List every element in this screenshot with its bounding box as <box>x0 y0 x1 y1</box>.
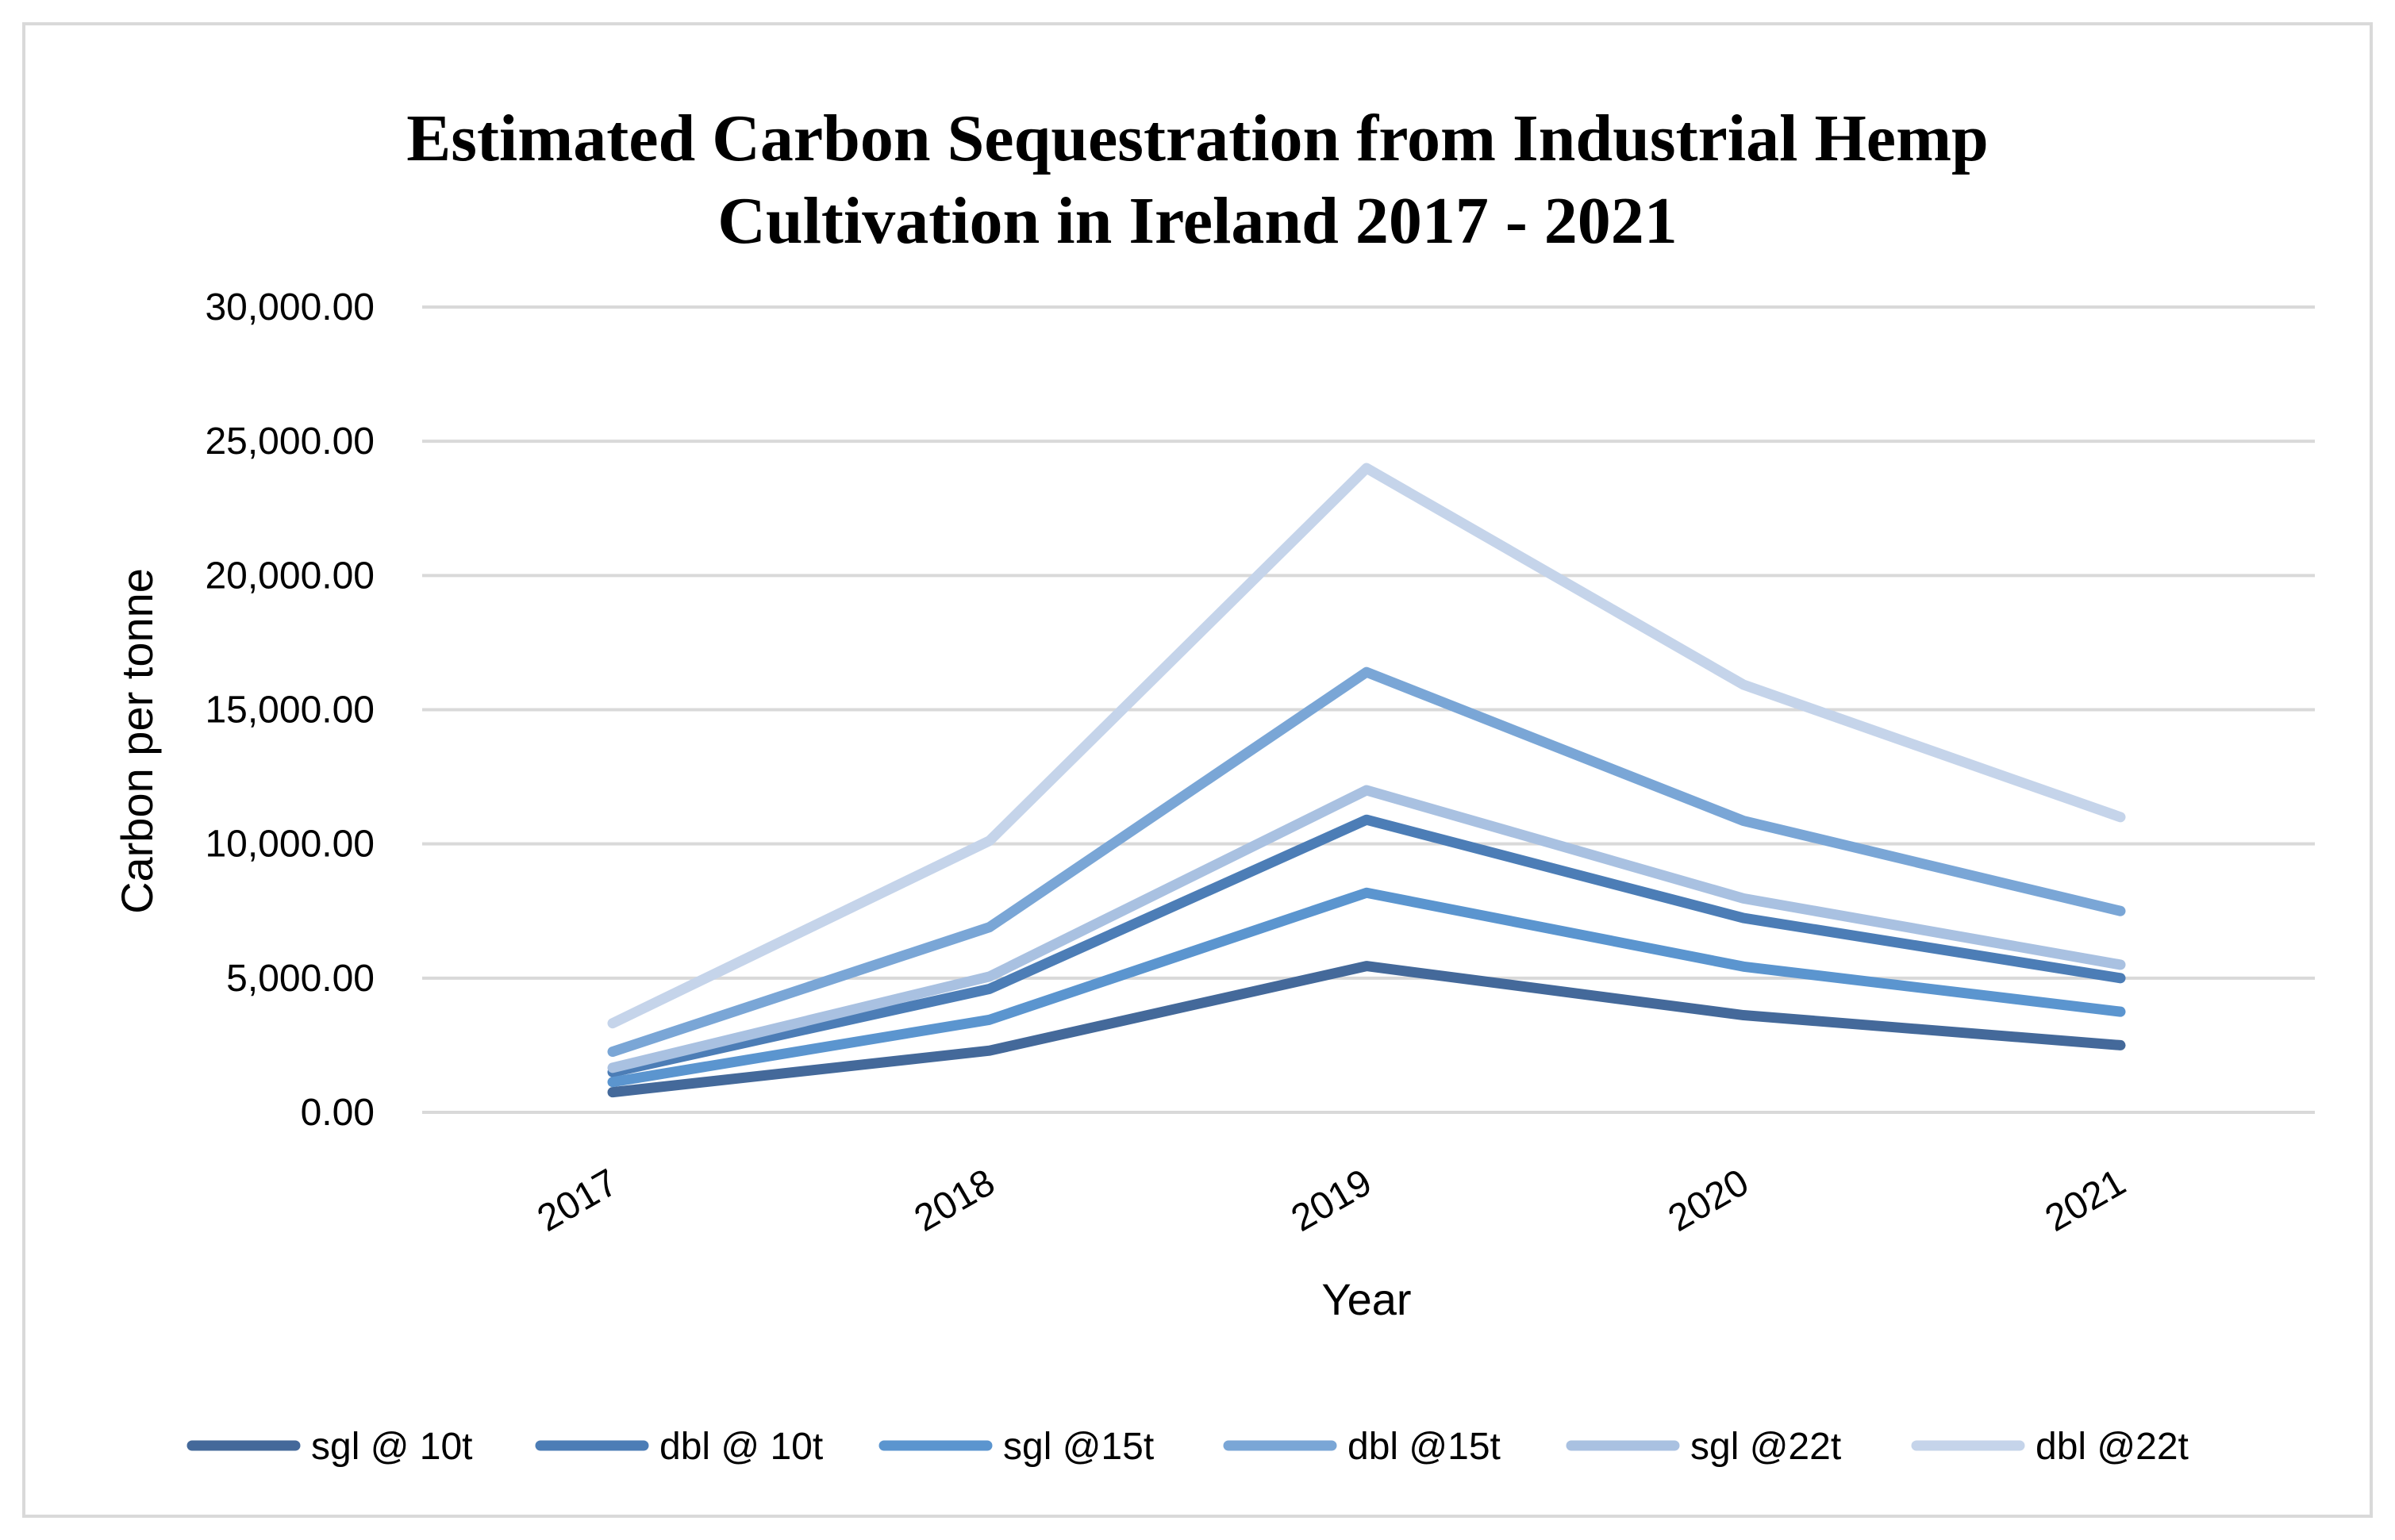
x-tick-label: 2020 <box>1662 1162 1756 1240</box>
y-tick-label: 30,000.00 <box>205 286 375 328</box>
chart-svg: Estimated Carbon Sequestration from Indu… <box>112 102 2315 1468</box>
legend-label-3: sgl @15t <box>1003 1426 1154 1468</box>
legend-label-5: sgl @22t <box>1690 1426 1841 1468</box>
legend-label-6: dbl @22t <box>2036 1426 2189 1468</box>
chart-frame: Estimated Carbon Sequestration from Indu… <box>22 22 2373 1518</box>
series-lines <box>607 463 2126 1098</box>
y-tick-label: 25,000.00 <box>205 421 375 463</box>
y-tick-label: 5,000.00 <box>226 958 375 1000</box>
series-line-4 <box>607 666 2126 1058</box>
x-tick-label: 2018 <box>908 1162 1002 1240</box>
x-tick-label: 2021 <box>2039 1162 2133 1240</box>
y-tick-label: 20,000.00 <box>205 555 375 597</box>
series-line-3 <box>607 887 2126 1088</box>
series-line-1 <box>607 961 2126 1098</box>
y-tick-label: 0.00 <box>301 1092 375 1134</box>
legend-label-1: sgl @ 10t <box>311 1426 472 1468</box>
y-tick-labels: 0.00 5,000.00 10,000.00 15,000.00 20,000.00 2… <box>205 286 375 1134</box>
x-tick-label: 2017 <box>531 1162 625 1240</box>
x-tick-labels: 2017 2018 2019 2020 2021 <box>531 1162 2133 1240</box>
legend-label-2: dbl @ 10t <box>659 1426 823 1468</box>
legend-label-4: dbl @15t <box>1347 1426 1501 1468</box>
x-axis-title: Year <box>1321 1274 1411 1324</box>
chart-title-line-2: Cultivation in Ireland 2017 - 2021 <box>717 184 1678 258</box>
gridlines <box>422 305 2315 1114</box>
y-axis-title: Carbon per tonne <box>112 568 162 914</box>
legend: sgl @ 10t dbl @ 10t sgl @15t dbl @15t sgl @2… <box>186 1426 2189 1468</box>
series-line-6 <box>607 463 2126 1029</box>
chart-title-line-1: Estimated Carbon Sequestration from Indu… <box>406 102 1989 175</box>
series-line-2 <box>607 814 2126 1077</box>
y-tick-label: 10,000.00 <box>205 824 375 866</box>
series-line-5 <box>607 785 2126 1073</box>
y-tick-label: 15,000.00 <box>205 689 375 732</box>
x-tick-label: 2019 <box>1285 1162 1379 1240</box>
